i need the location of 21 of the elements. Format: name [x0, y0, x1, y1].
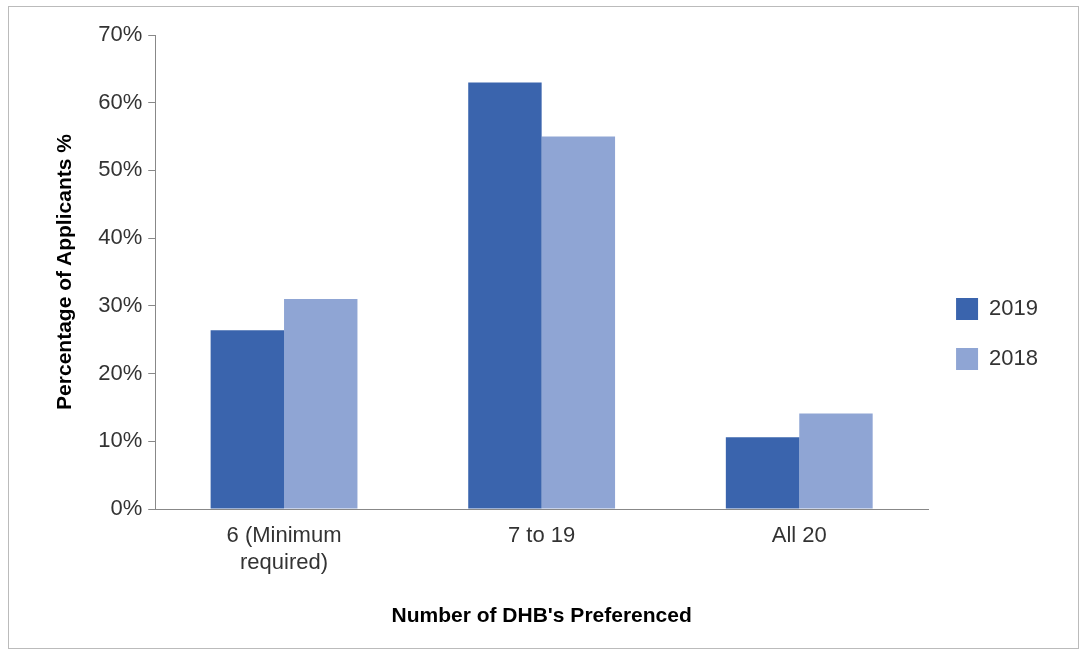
bar	[210, 330, 285, 509]
x-tick-label: All 20	[771, 522, 827, 548]
y-tick-label: 30%	[98, 291, 143, 317]
y-tick-label: 40%	[98, 224, 143, 250]
x-axis-title: Number of DHB's Preferenced	[391, 603, 692, 627]
y-tick-label: 60%	[98, 88, 143, 114]
legend-label: 2018	[989, 345, 1039, 371]
bar	[799, 413, 873, 509]
y-tick-label: 70%	[98, 21, 143, 47]
bar	[284, 299, 358, 509]
legend-label: 2019	[989, 295, 1039, 321]
bar	[541, 136, 616, 509]
bar	[725, 437, 800, 509]
y-axis-title: Percentage of Applicants %	[52, 133, 76, 410]
x-tick-label: 6 (Minimum required)	[226, 522, 342, 574]
bar	[468, 82, 542, 509]
x-tick-label: 7 to 19	[508, 522, 576, 548]
y-tick-label: 10%	[98, 427, 143, 453]
y-tick-label: 50%	[98, 156, 143, 182]
y-tick-label: 0%	[110, 495, 143, 521]
y-tick-label: 20%	[98, 359, 143, 385]
